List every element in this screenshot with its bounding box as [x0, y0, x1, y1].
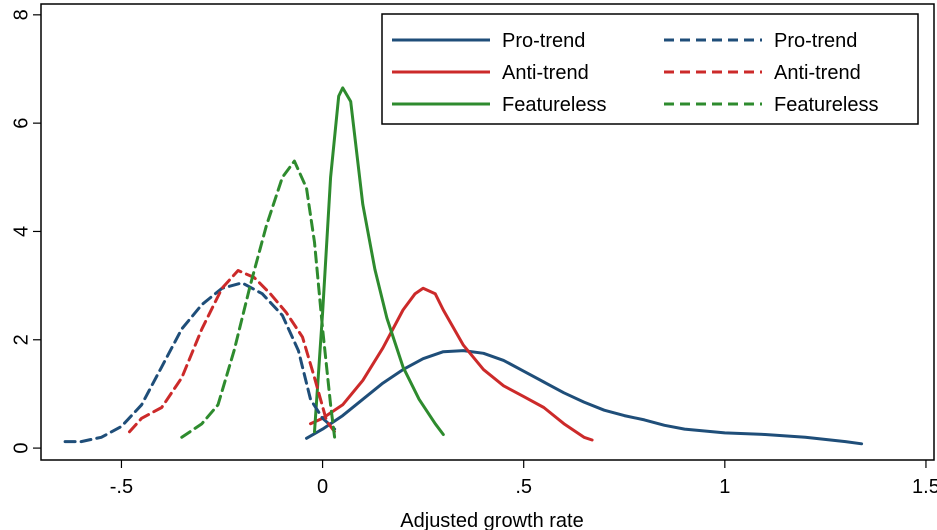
legend-label: Featureless — [502, 94, 607, 116]
axes: -.5 0 .5 1 1.5 0 2 4 6 8 — [10, 9, 937, 498]
legend-label: Anti-trend — [774, 62, 861, 84]
legend-label: Featureless — [774, 94, 879, 116]
x-tick-label: 0 — [317, 476, 328, 498]
y-tick-label: 6 — [10, 118, 32, 129]
y-tick-label: 8 — [10, 9, 32, 20]
series-lines — [63, 86, 864, 446]
legend-box — [381, 13, 919, 125]
legend: Pro-trend Anti-trend Featureless Pro-trend A… — [381, 13, 919, 125]
legend-label: Anti-trend — [502, 62, 589, 84]
series-line-5-anti-trend-dashed — [128, 269, 337, 434]
legend-label: Pro-trend — [774, 30, 857, 52]
x-tick-label: .5 — [515, 476, 532, 498]
x-tick-label: 1.5 — [912, 476, 937, 498]
series-line-2-anti-trend-solid — [309, 286, 594, 442]
y-tick-label: 4 — [10, 226, 32, 237]
legend-label: Pro-trend — [502, 30, 585, 52]
x-tick-label: 1 — [719, 476, 730, 498]
series-line-4-pro-trend-dashed — [63, 281, 337, 444]
x-axis-title: Adjusted growth rate — [400, 510, 583, 530]
y-tick-label: 2 — [10, 334, 32, 345]
y-tick-label: 0 — [10, 443, 32, 454]
series-line-6-featureless-dashed — [180, 159, 337, 439]
series-line-3-featureless-solid — [313, 86, 445, 436]
x-tick-label: -.5 — [110, 476, 133, 498]
series-line-1-pro-trend-solid — [305, 349, 864, 446]
